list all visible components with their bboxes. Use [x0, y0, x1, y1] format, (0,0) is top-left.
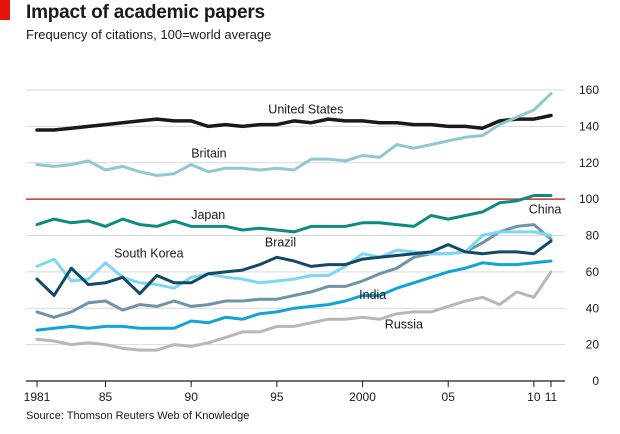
series-label-britain: Britain: [191, 146, 226, 160]
series-label-south-korea: South Korea: [114, 246, 184, 260]
axes: 0 20 40 60 80 100 120 140 160 1981 85 90 95 2000 05 10 1…: [24, 83, 600, 404]
series-line-india: [35, 259, 553, 332]
series-label-brazil: Brazil: [265, 235, 296, 249]
x-tick-label-1981: 1981: [24, 390, 51, 404]
x-tick-label-85: 85: [99, 390, 113, 404]
series-label-united-states: United States: [268, 103, 343, 117]
y-tick-label-140: 140: [579, 119, 599, 133]
y-tick-label-80: 80: [586, 229, 600, 243]
series-line-britain: [35, 92, 553, 177]
source-note: Source: Thomson Reuters Web of Knowledge: [26, 410, 250, 422]
series-label-china: China: [529, 203, 562, 217]
y-tick-label-20: 20: [586, 338, 600, 352]
series-label-russia: Russia: [385, 317, 423, 331]
series-line-brazil: [35, 239, 553, 297]
x-tick-label-90: 90: [185, 390, 199, 404]
x-tick-label-95: 95: [270, 390, 284, 404]
y-tick-label-160: 160: [579, 83, 599, 97]
series-labels: United States Britain Japan China South Kore…: [114, 103, 561, 332]
y-tick-label-120: 120: [579, 156, 599, 170]
x-tick-label-10: 10: [527, 390, 541, 404]
series-line-russia: [35, 270, 553, 352]
y-tick-label-40: 40: [586, 301, 600, 315]
series-label-india: India: [359, 288, 386, 302]
series-line-united-states: [35, 113, 553, 132]
x-tick-label-05: 05: [442, 390, 456, 404]
chart-title: Impact of academic papers: [26, 2, 265, 23]
y-tick-label-60: 60: [586, 265, 600, 279]
brand-corner-mark: [0, 0, 10, 20]
y-tick-label-100: 100: [579, 192, 599, 206]
series-line-japan: [35, 194, 553, 234]
x-tick-label-2000: 2000: [349, 390, 376, 404]
series-label-japan: Japan: [191, 208, 225, 222]
x-tick-label-11: 11: [545, 390, 558, 404]
chart-subtitle: Frequency of citations, 100=world averag…: [26, 27, 272, 42]
y-tick-label-0: 0: [592, 374, 599, 388]
series-lines: [35, 92, 553, 352]
